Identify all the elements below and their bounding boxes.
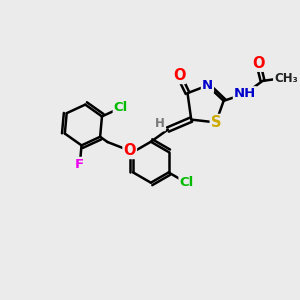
Text: H: H <box>155 117 165 130</box>
Text: O: O <box>124 143 136 158</box>
Text: O: O <box>252 56 265 71</box>
Text: O: O <box>173 68 185 83</box>
Text: Cl: Cl <box>114 101 128 114</box>
Text: CH₃: CH₃ <box>274 72 298 85</box>
Text: S: S <box>211 115 221 130</box>
Text: NH: NH <box>234 87 256 100</box>
Text: Cl: Cl <box>179 176 194 189</box>
Text: F: F <box>75 158 84 171</box>
Text: N: N <box>202 79 213 92</box>
